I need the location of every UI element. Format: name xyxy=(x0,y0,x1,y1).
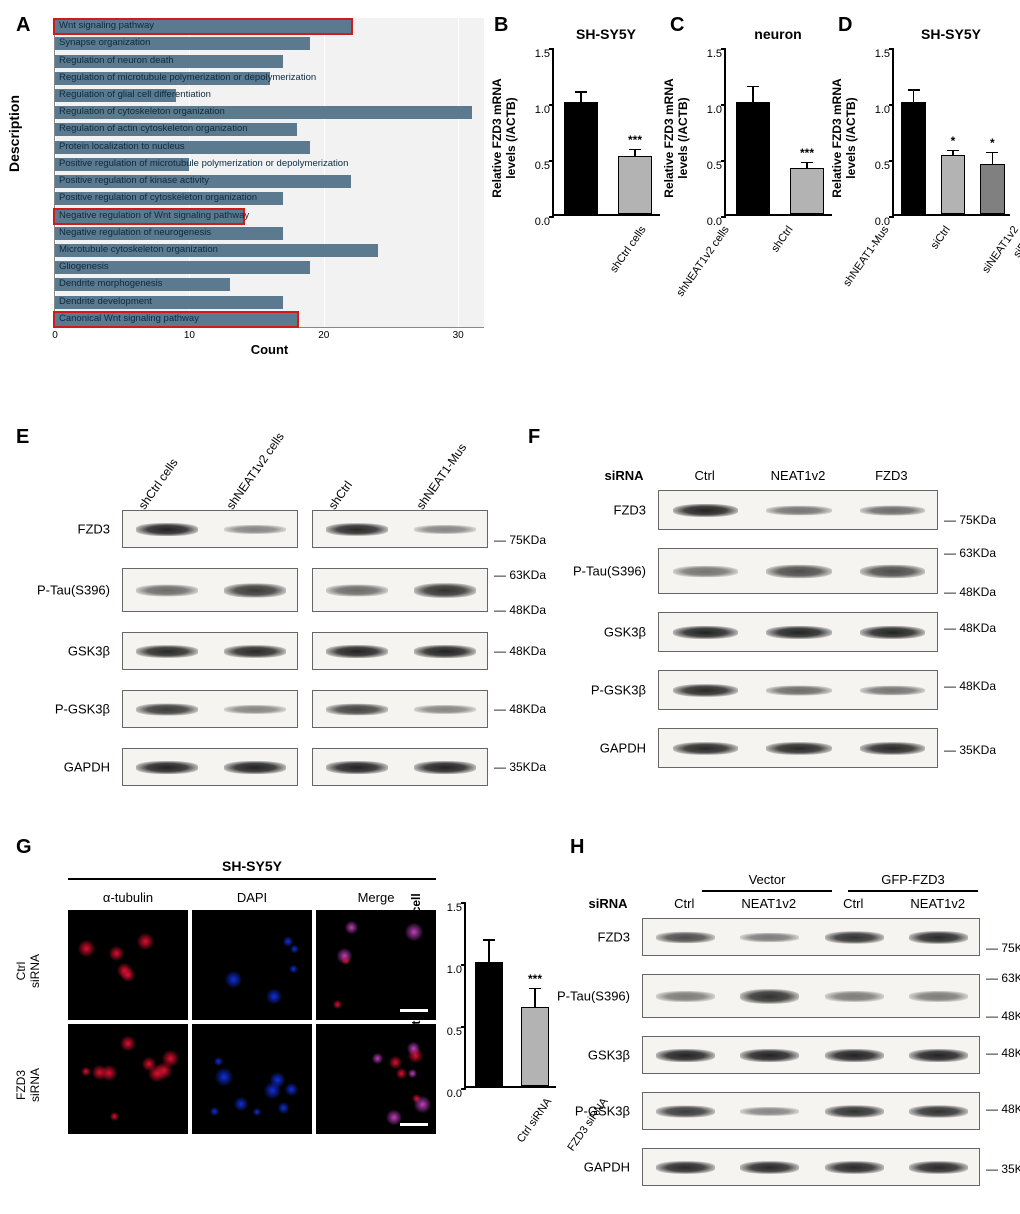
blot-mw-label: — 48KDa xyxy=(488,603,546,617)
significance-mark: *** xyxy=(528,972,542,986)
blot-strip xyxy=(122,748,298,786)
blot-mw-label: — 48KDa xyxy=(980,1046,1020,1060)
fluo-row-label: CtrlsiRNA xyxy=(14,936,42,1006)
fluo-col-label: DAPI xyxy=(237,890,267,905)
blot-row-label: P-Tau(S396) xyxy=(573,564,654,579)
blot-row-label: P-GSK3β xyxy=(55,702,118,717)
blot-row-label: P-GSK3β xyxy=(575,1104,638,1119)
blot-mw-label: — 75KDa xyxy=(938,513,996,527)
blot-strip xyxy=(122,690,298,728)
blot-mw-label: — 63KDa xyxy=(980,971,1020,985)
blot-col-label: Ctrl xyxy=(843,896,863,911)
blot-strip xyxy=(642,1148,980,1186)
blot-row-label: GAPDH xyxy=(64,760,118,775)
blot-col-label: NEAT1v2 xyxy=(910,896,965,911)
blot-strip xyxy=(658,728,938,768)
blot-row-label: FZD3 xyxy=(614,503,655,518)
ytick: 0.0 xyxy=(447,1088,466,1100)
blot-mw-label: — 75KDa xyxy=(980,941,1020,955)
chart-bar xyxy=(475,962,504,1086)
blot-strip xyxy=(312,748,488,786)
blot-strip xyxy=(642,918,980,956)
blot-row-label: GAPDH xyxy=(600,741,654,756)
fluo-row-label: FZD3siRNA xyxy=(14,1050,42,1120)
blot-row-label: FZD3 xyxy=(78,522,119,537)
blot-row-label: P-Tau(S396) xyxy=(557,989,638,1004)
blot-strip xyxy=(312,568,488,612)
blot-strip xyxy=(122,568,298,612)
blot-row-label: GSK3β xyxy=(588,1048,638,1063)
fluo-image xyxy=(68,1024,188,1134)
blot-col-label: FZD3 xyxy=(875,468,908,483)
blot-mw-label: — 48KDa xyxy=(938,621,996,635)
blot-group-header: GFP-FZD3 xyxy=(881,872,945,887)
blot-mw-label: — 48KDa xyxy=(488,644,546,658)
blot-strip xyxy=(312,510,488,548)
blot-mw-label: — 35KDa xyxy=(488,760,546,774)
blot-mw-label: — 35KDa xyxy=(980,1162,1020,1176)
blot-sirna-label: siRNA xyxy=(604,468,643,483)
fluo-title: SH-SY5Y xyxy=(222,858,282,874)
blot-strip xyxy=(312,690,488,728)
fluo-image xyxy=(316,910,436,1020)
blot-mw-label: — 35KDa xyxy=(938,743,996,757)
blot-strip xyxy=(312,632,488,670)
blot-row-label: GSK3β xyxy=(68,644,118,659)
fluo-col-label: Merge xyxy=(358,890,395,905)
ytick: 1.0 xyxy=(447,964,466,976)
blot-col-label: NEAT1v2 xyxy=(741,896,796,911)
blot-strip xyxy=(122,510,298,548)
blot-strip xyxy=(658,548,938,594)
fluo-image xyxy=(316,1024,436,1134)
blot-col-label: NEAT1v2 xyxy=(771,468,826,483)
blot-row-label: GSK3β xyxy=(604,625,654,640)
blot-mw-label: — 75KDa xyxy=(488,533,546,547)
blot-strip xyxy=(642,1092,980,1130)
fluo-image xyxy=(192,910,312,1020)
blot-strip xyxy=(658,670,938,710)
fluo-image xyxy=(192,1024,312,1134)
blot-row-label: P-Tau(S396) xyxy=(37,583,118,598)
blot-mw-label: — 48KDa xyxy=(980,1009,1020,1023)
blot-row-label: FZD3 xyxy=(598,930,639,945)
blot-strip xyxy=(642,974,980,1018)
blot-mw-label: — 48KDa xyxy=(488,702,546,716)
blot-mw-label: — 48KDa xyxy=(938,679,996,693)
blot-row-label: P-GSK3β xyxy=(591,683,654,698)
chart-bar xyxy=(521,1007,550,1086)
blot-col-label: Ctrl xyxy=(695,468,715,483)
blot-strip xyxy=(658,490,938,530)
chart-xlabel: Ctrl siRNA xyxy=(515,1096,554,1145)
fluo-col-label: α-tubulin xyxy=(103,890,153,905)
fluo-image xyxy=(68,910,188,1020)
blot-strip xyxy=(658,612,938,652)
blot-mw-label: — 63KDa xyxy=(488,568,546,582)
ytick: 1.5 xyxy=(447,902,466,914)
blot-row-label: GAPDH xyxy=(584,1160,638,1175)
blot-col-label: Ctrl xyxy=(674,896,694,911)
blot-strip xyxy=(122,632,298,670)
blot-group-header: Vector xyxy=(749,872,786,887)
blot-mw-label: — 48KDa xyxy=(980,1102,1020,1116)
blot-strip xyxy=(642,1036,980,1074)
blot-sirna-label: siRNA xyxy=(588,896,627,911)
blot-mw-label: — 48KDa xyxy=(938,585,996,599)
ytick: 0.5 xyxy=(447,1026,466,1038)
blot-mw-label: — 63KDa xyxy=(938,546,996,560)
